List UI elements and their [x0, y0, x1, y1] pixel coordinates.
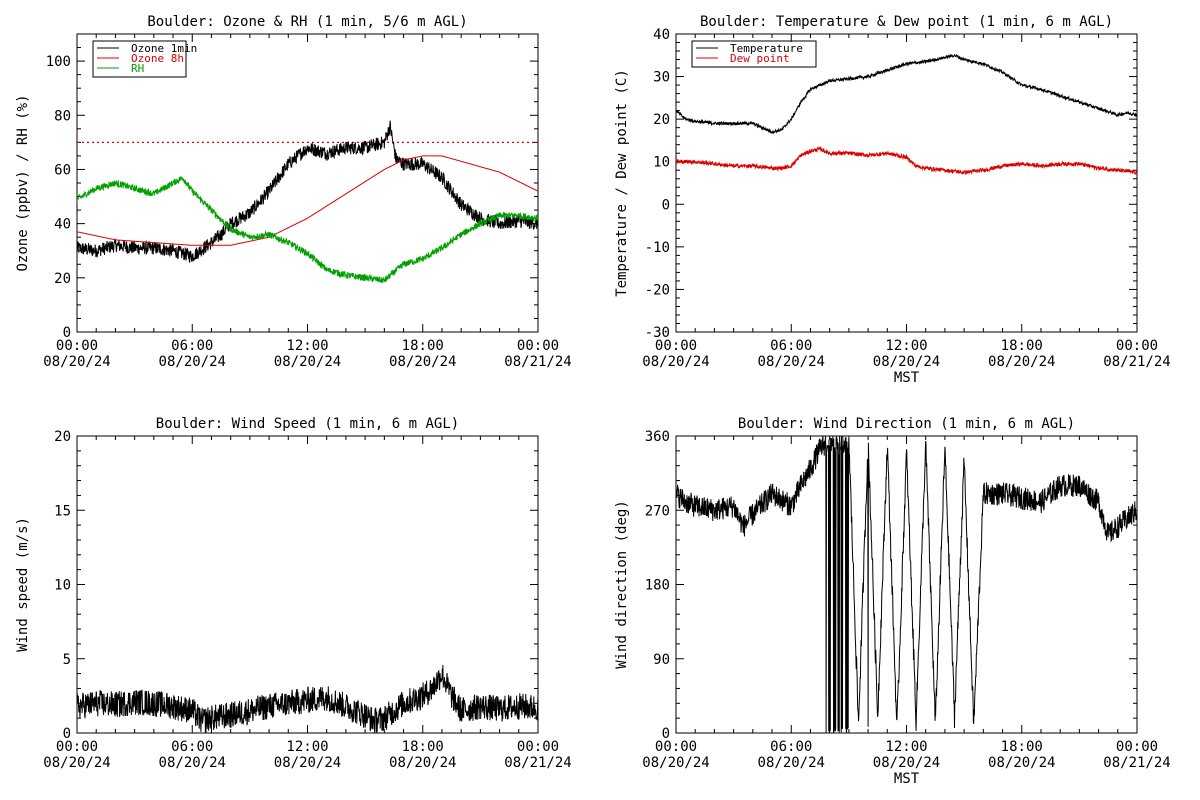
- x-tick-date-label: 08/20/24: [873, 354, 940, 370]
- x-tick-date-label: 08/20/24: [159, 354, 226, 370]
- x-tick-date-label: 08/21/24: [1103, 354, 1170, 370]
- y-tick-label: 100: [46, 54, 71, 70]
- x-tick-date-label: 08/20/24: [988, 354, 1055, 370]
- x-tick-time-label: 18:00: [402, 338, 444, 354]
- legend-label: Ozone 8h: [131, 52, 184, 65]
- x-tick-date-label: 08/20/24: [274, 354, 341, 370]
- y-tick-label: 90: [653, 652, 670, 668]
- y-tick-label: 10: [653, 155, 670, 171]
- x-axis-label: MST: [894, 771, 920, 787]
- y-tick-label: 0: [63, 726, 71, 742]
- plot-frame: [675, 435, 1138, 734]
- y-tick-label: 0: [662, 726, 670, 742]
- y-tick-label: 15: [54, 503, 71, 519]
- x-tick-time-label: 00:00: [517, 739, 559, 755]
- x-tick-date-label: 08/21/24: [504, 354, 571, 370]
- x-tick-time-label: 12:00: [885, 739, 927, 755]
- series-line-2: [77, 155, 538, 246]
- x-tick-time-label: 00:00: [655, 739, 697, 755]
- x-tick-time-label: 00:00: [1116, 338, 1158, 354]
- x-tick-date-label: 08/20/24: [389, 354, 456, 370]
- x-tick-date-label: 08/20/24: [758, 354, 825, 370]
- y-tick-label: 180: [645, 578, 670, 594]
- y-tick-label: 20: [54, 429, 71, 445]
- legend-box: [92, 40, 187, 78]
- x-tick-date-label: 08/20/24: [988, 755, 1055, 771]
- series-line-3: [77, 176, 538, 284]
- plot-frame: [76, 33, 539, 333]
- legend-label: Dew point: [730, 52, 790, 65]
- y-tick-label: 270: [645, 503, 670, 519]
- series-line-1: [77, 120, 538, 264]
- chart-title: Boulder: Wind Direction (1 min, 6 m AGL): [738, 416, 1075, 432]
- y-axis-label: Wind direction (deg): [614, 500, 630, 669]
- y-axis-label: Wind speed (m/s): [15, 517, 31, 652]
- chart-panel-3: Boulder: Wind Speed (1 min, 6 m AGL) 0 5 10…: [15, 416, 572, 771]
- x-tick-date-label: 08/21/24: [1103, 755, 1170, 771]
- x-tick-date-label: 08/20/24: [274, 755, 341, 771]
- x-tick-time-label: 12:00: [286, 739, 328, 755]
- x-tick-date-label: 08/21/24: [504, 755, 571, 771]
- series-line-1: [77, 664, 538, 733]
- series-line-2: [676, 146, 1137, 176]
- x-tick-time-label: 00:00: [1116, 739, 1158, 755]
- x-tick-date-label: 08/20/24: [758, 755, 825, 771]
- x-tick-time-label: 06:00: [770, 338, 812, 354]
- x-tick-time-label: 06:00: [770, 739, 812, 755]
- x-tick-time-label: 06:00: [171, 338, 213, 354]
- x-tick-date-label: 08/20/24: [389, 755, 456, 771]
- x-tick-time-label: 00:00: [655, 338, 697, 354]
- y-tick-label: 40: [54, 217, 71, 233]
- x-tick-date-label: 08/20/24: [159, 755, 226, 771]
- y-tick-label: 20: [653, 112, 670, 128]
- y-tick-label: 360: [645, 429, 670, 445]
- x-tick-date-label: 08/20/24: [43, 354, 110, 370]
- y-tick-label: -30: [645, 325, 670, 341]
- plot-frame: [675, 33, 1138, 333]
- y-tick-label: 30: [653, 70, 670, 86]
- chart-panel-1: Boulder: Ozone & RH (1 min, 5/6 m AGL) 0 2…: [15, 14, 572, 370]
- x-tick-date-label: 08/20/24: [642, 755, 709, 771]
- y-tick-label: -20: [645, 282, 670, 298]
- x-tick-time-label: 06:00: [171, 739, 213, 755]
- y-tick-label: 5: [63, 652, 71, 668]
- legend-box: [691, 40, 817, 68]
- chart-title: Boulder: Temperature & Dew point (1 min,…: [700, 14, 1113, 30]
- series-line-1: [676, 436, 1137, 733]
- y-tick-label: 0: [63, 325, 71, 341]
- chart-title: Boulder: Wind Speed (1 min, 6 m AGL): [156, 416, 459, 432]
- y-axis-label: Temperature / Dew point (C): [614, 69, 630, 297]
- x-tick-time-label: 18:00: [1001, 338, 1043, 354]
- x-tick-date-label: 08/20/24: [43, 755, 110, 771]
- y-tick-label: 80: [54, 108, 71, 124]
- legend-label: Temperature: [730, 42, 803, 55]
- y-tick-label: 20: [54, 271, 71, 287]
- legend-label: RH: [131, 62, 144, 75]
- y-tick-label: 40: [653, 27, 670, 43]
- y-tick-label: -10: [645, 240, 670, 256]
- series-line-1: [676, 53, 1137, 135]
- x-tick-time-label: 18:00: [1001, 739, 1043, 755]
- x-tick-date-label: 08/20/24: [642, 354, 709, 370]
- x-tick-time-label: 00:00: [56, 739, 98, 755]
- x-tick-time-label: 00:00: [56, 338, 98, 354]
- x-tick-time-label: 00:00: [517, 338, 559, 354]
- legend-label: Ozone 1min: [131, 42, 197, 55]
- x-axis-label: MST: [894, 370, 920, 386]
- y-tick-label: 60: [54, 162, 71, 178]
- y-tick-label: 10: [54, 578, 71, 594]
- x-tick-time-label: 12:00: [286, 338, 328, 354]
- y-tick-label: 0: [662, 197, 670, 213]
- x-tick-time-label: 18:00: [402, 739, 444, 755]
- chart-panel-4: Boulder: Wind Direction (1 min, 6 m AGL)…: [614, 416, 1171, 787]
- y-axis-label: Ozone (ppbv) / RH (%): [15, 94, 31, 271]
- x-tick-time-label: 12:00: [885, 338, 927, 354]
- x-tick-date-label: 08/20/24: [873, 755, 940, 771]
- chart-panel-2: Boulder: Temperature & Dew point (1 min,…: [614, 14, 1171, 386]
- chart-title: Boulder: Ozone & RH (1 min, 5/6 m AGL): [147, 14, 467, 30]
